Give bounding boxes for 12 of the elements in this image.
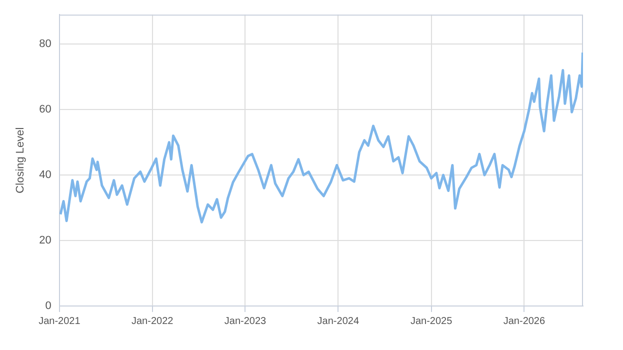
y-tick-label: 40 xyxy=(39,169,52,182)
x-tick-label: Jan-2026 xyxy=(503,316,546,327)
x-tick-label: Jan-2021 xyxy=(38,316,81,327)
x-tick-label: Jan-2023 xyxy=(224,316,267,327)
x-tick-label: Jan-2022 xyxy=(131,316,174,327)
y-tick-label: 20 xyxy=(39,234,52,247)
y-tick-label: 0 xyxy=(45,300,52,312)
x-tick-label: Jan-2024 xyxy=(317,316,360,327)
y-tick-label: 80 xyxy=(39,38,52,50)
y-axis-title: Closing Level xyxy=(14,127,27,194)
y-tick-label: 60 xyxy=(39,104,52,116)
x-tick-label: Jan-2025 xyxy=(410,316,453,327)
